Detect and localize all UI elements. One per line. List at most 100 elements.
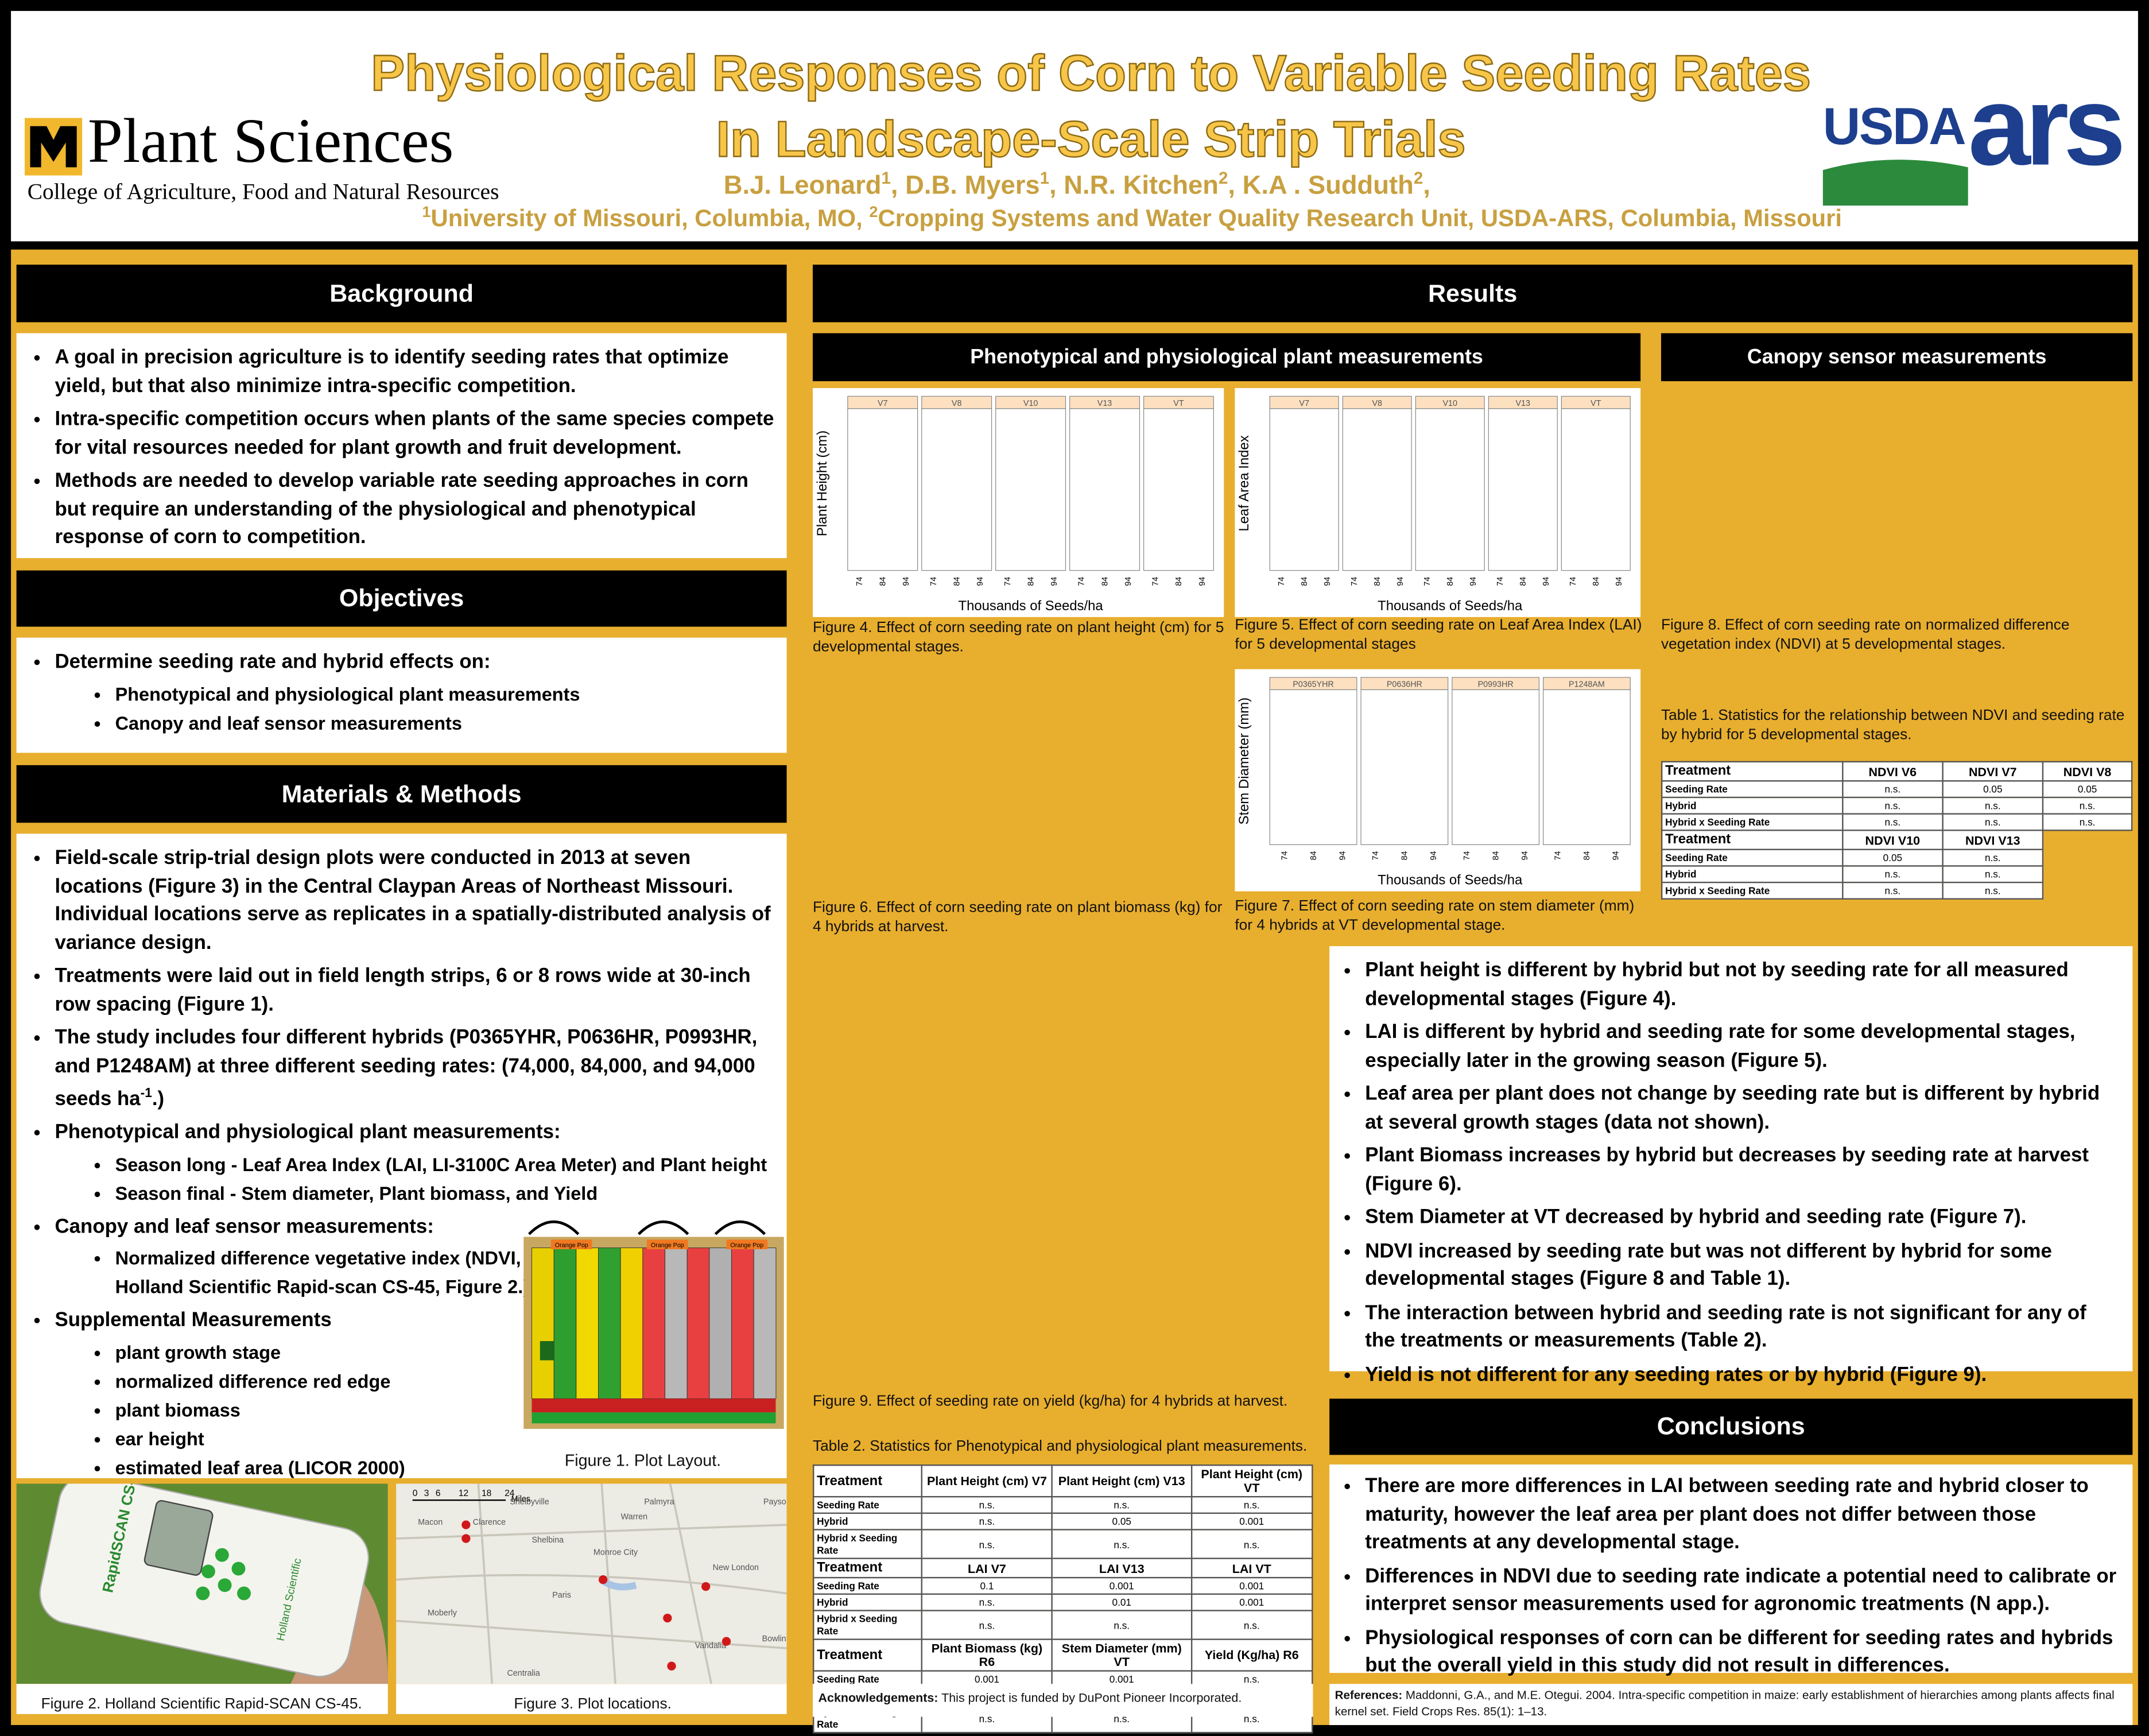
category-label: 84 — [1582, 851, 1592, 861]
bullet-text: Phenotypical and physiological plant mea… — [55, 1122, 561, 1144]
table-2: Treatment Plant Height (cm) V7 Plant Heigh… — [812, 1464, 1313, 1734]
panel — [921, 408, 992, 571]
caption-box — [16, 1684, 388, 1714]
section-heading: Objectives — [16, 570, 787, 627]
strip — [709, 1247, 732, 1399]
caption: Table 2. Statistics for Phenotypical and… — [812, 1438, 1308, 1455]
background-box: A goal in precision agriculture is to id… — [16, 333, 787, 559]
category-label: 84 — [1373, 577, 1382, 586]
location — [667, 1661, 676, 1671]
strip-label: Orange Pop — [651, 1242, 684, 1249]
scale-unit: Miles — [511, 1495, 530, 1504]
table-cell: n.s. — [2042, 813, 2133, 831]
category-label: 84 — [1100, 577, 1110, 586]
author-name: K.A . Sudduth — [1242, 172, 1414, 201]
table-cell: Plant Height (cm) VT — [1190, 1464, 1313, 1498]
intro: Determine seeding rate and hybrid effect… — [55, 651, 491, 673]
author-sup: 2 — [1218, 168, 1228, 188]
sub-bullet: Season final - Stem diameter, Plant biom… — [115, 1179, 779, 1208]
bullet-text: Canopy and leaf sensor measurements: — [55, 1216, 434, 1238]
table-cell: 0.01 — [1052, 1593, 1192, 1611]
panel-label: VT — [1173, 399, 1184, 408]
town: Clarence — [473, 1518, 506, 1527]
town: New London — [713, 1563, 759, 1572]
category-label: 84 — [1309, 851, 1318, 861]
table-cell: n.s. — [1052, 1529, 1192, 1559]
category-label: 94 — [1124, 577, 1133, 586]
author-sup: 2 — [1413, 168, 1423, 188]
town: Shelbyville — [510, 1497, 549, 1506]
table-cell: Hybrid — [1661, 865, 1844, 884]
table-cell: Hybrid — [812, 1512, 922, 1530]
strip-label: Orange Pop — [555, 1242, 588, 1249]
strip — [686, 1247, 710, 1399]
bullet: Intra-specific competition occurs when p… — [55, 406, 779, 462]
panel — [1269, 408, 1339, 571]
table-cell: LAI VT — [1190, 1557, 1313, 1579]
table-cell: Treatment — [1661, 761, 1844, 782]
title-line: In Landscape-Scale Strip Trials — [715, 110, 1466, 168]
category-label: 94 — [1520, 851, 1530, 861]
caption: Figure 1. Plot Layout. — [564, 1451, 721, 1470]
sub-bullet: normalized difference red edge — [115, 1367, 542, 1396]
table-cell: n.s. — [1190, 1610, 1313, 1640]
category-label: 74 — [1151, 577, 1161, 586]
table-cell: Hybrid x Seeding Rate — [812, 1610, 922, 1640]
category-label: 84 — [1491, 851, 1500, 861]
table-cell: n.s. — [1942, 848, 2044, 867]
map: Macon Shelbyville Palmyra Clarence Warren She… — [396, 1483, 787, 1684]
bullet: Yield is not different for any seeding r… — [1365, 1361, 2121, 1389]
affil-sup: 1 — [422, 204, 431, 221]
table-cell: Treatment — [812, 1638, 922, 1672]
sub-bullet: Canopy and leaf sensor measurements — [115, 708, 779, 737]
panel — [1069, 408, 1141, 571]
town: Payso — [763, 1497, 786, 1506]
bullet: A goal in precision agriculture is to id… — [55, 344, 779, 401]
ref-text: Maddonni, G.A., and M.E. Otegui. 2004. I… — [1335, 1688, 2115, 1718]
bullet-list: Field-scale strip-trial design plots wer… — [25, 844, 778, 1511]
category-label: 94 — [1612, 851, 1621, 861]
usda-logo: USDA — [1822, 98, 1966, 157]
bullet-text: Field-scale strip-trial design plots wer… — [55, 847, 771, 954]
table-cell: n.s. — [1841, 796, 1944, 815]
table-cell: 0.05 — [1942, 780, 2044, 799]
category-label: 74 — [1003, 577, 1013, 586]
panel-label: V10 — [1443, 399, 1458, 408]
author-sep: , — [1228, 172, 1236, 201]
ack-label: Acknowledgements: — [818, 1691, 938, 1705]
methods-box: Orange Pop Orange Pop Orange Pop Figure 1.… — [16, 834, 787, 1507]
figure-7: P0365YHR 74 84 94 P0636HR 74 84 94 P0993HR 74 84 94… — [1235, 669, 1641, 892]
table-cell: Plant Height (cm) V13 — [1052, 1464, 1192, 1498]
table-cell: 0.001 — [1052, 1576, 1192, 1595]
table-row: Hybrid x Seeding Rate n.s. n.s. — [1661, 881, 2132, 900]
caption: Figure 2. Holland Scientific Rapid-SCAN … — [41, 1696, 362, 1713]
button — [201, 1564, 215, 1579]
author-sup: 1 — [1039, 168, 1050, 188]
panel-label: V13 — [1516, 399, 1531, 408]
button — [196, 1586, 210, 1601]
category-label: 74 — [1277, 577, 1286, 586]
table-cell: Seeding Rate — [812, 1576, 922, 1595]
strip — [753, 1247, 777, 1399]
table-cell: Seeding Rate — [812, 1495, 922, 1514]
author-name: D.B. Myers — [905, 172, 1040, 201]
table-cell: n.s. — [921, 1610, 1053, 1640]
author-sep: , — [1049, 172, 1057, 201]
panel — [1561, 408, 1631, 571]
panel-label: V7 — [1299, 399, 1309, 408]
category-label: 84 — [1519, 577, 1528, 586]
table-row: Treatment Plant Biomass (kg) R6 Stem Diame… — [812, 1638, 1313, 1672]
category-label: 94 — [1338, 851, 1347, 861]
panel — [1415, 408, 1485, 571]
bullet: Plant Biomass increases by hybrid but de… — [1365, 1142, 2121, 1199]
sub-bullet: plant biomass — [115, 1396, 542, 1424]
bullet: Differences in NDVI due to seeding rate … — [1365, 1563, 2121, 1619]
arc — [638, 1220, 689, 1235]
category-label: 84 — [1401, 851, 1410, 861]
section-heading: Conclusions — [1329, 1398, 2133, 1455]
bullet: Stem Diameter at VT decreased by hybrid … — [1365, 1204, 2121, 1232]
strip — [531, 1247, 554, 1399]
location — [663, 1613, 672, 1623]
strip — [665, 1247, 688, 1399]
